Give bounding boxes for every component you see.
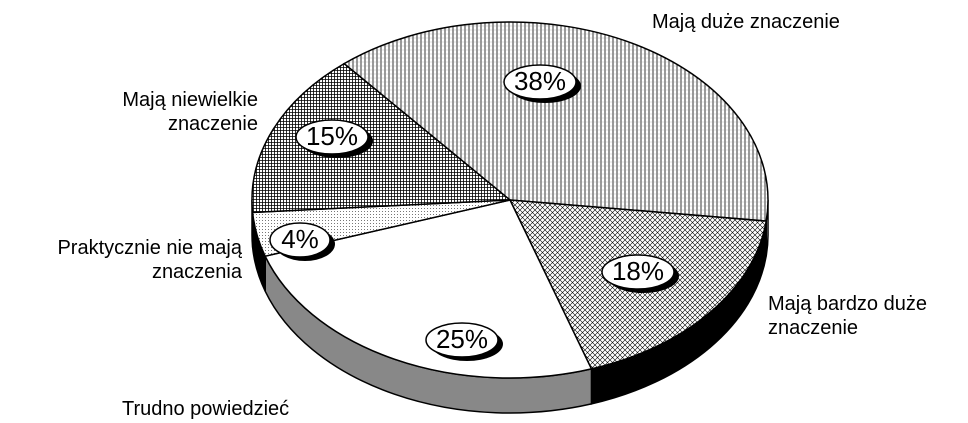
label-bg — [601, 254, 675, 290]
slice — [264, 199, 593, 379]
label-bg — [295, 119, 369, 155]
value-label: 15% — [306, 121, 358, 151]
label-bg — [425, 322, 499, 358]
category-label: Mają niewielkie znaczenie — [122, 89, 258, 135]
label-bg — [269, 222, 331, 258]
category-label: Trudno powiedzieć — [122, 398, 290, 420]
label-bg — [503, 64, 577, 100]
slice — [251, 62, 512, 214]
category-label: Mają duże znaczenie — [652, 11, 840, 33]
category-label: Mają bardzo duże znaczenie — [768, 293, 927, 339]
value-label: 25% — [436, 324, 488, 354]
value-label: 18% — [612, 256, 664, 286]
value-label: 4% — [281, 224, 319, 254]
category-label: Praktycznie nie mają znaczenia — [57, 237, 242, 283]
slice — [342, 21, 769, 222]
value-label: 38% — [514, 66, 566, 96]
